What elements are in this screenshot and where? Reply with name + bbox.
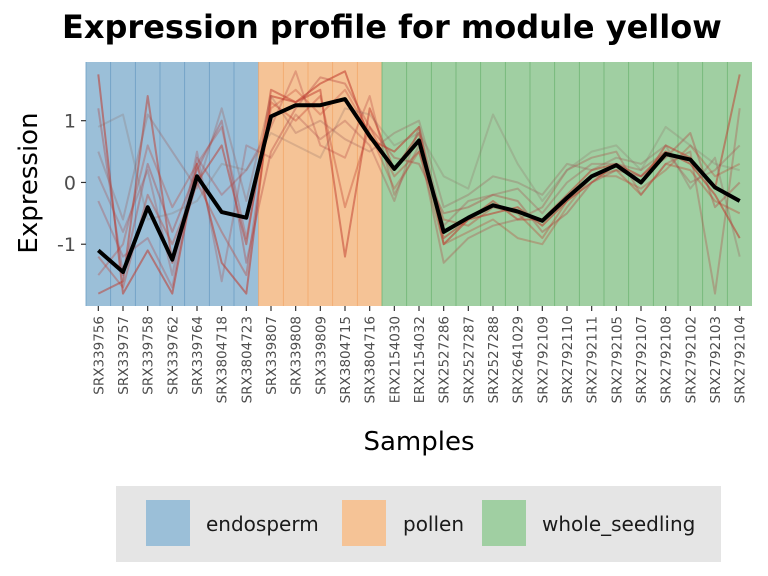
series-line-gene [97, 88, 741, 276]
x-tick-label: SRX3804723 [239, 316, 255, 403]
x-tick-label: ERX2154030 [387, 316, 403, 403]
legend-swatch-pollen [342, 500, 386, 546]
x-tick-label: SRX339807 [264, 316, 280, 395]
x-tick-label: SRX2792105 [609, 316, 625, 403]
x-tick-label: SRX2792107 [634, 316, 650, 403]
chart-title: Expression profile for module yellow [62, 8, 722, 46]
x-tick-label: SRX2792111 [585, 316, 601, 403]
x-tick-label: SRX2527286 [437, 316, 453, 403]
y-tick-label: 1 [64, 111, 76, 133]
x-tick-label: SRX3804716 [363, 316, 379, 403]
y-axis-title: Expression [14, 112, 44, 253]
x-tick-label: SRX2527288 [486, 316, 502, 403]
expression-chart: -1 0 1 SRX339756 SRX339757 SRX339758 SRX339762… [14, 62, 752, 457]
x-tick-label: SRX339764 [190, 316, 206, 395]
x-tick-label: SRX2641029 [511, 316, 527, 403]
x-tick-label: SRX3804715 [338, 316, 354, 403]
x-tick-label: SRX2527287 [461, 316, 477, 403]
x-tick-label: SRX2792102 [683, 316, 699, 403]
x-tick-label: ERX2154032 [412, 316, 428, 403]
legend-label-endosperm: endosperm [206, 512, 319, 536]
x-tick-label: SRX339809 [313, 316, 329, 395]
legend-swatch-endosperm [146, 500, 190, 546]
x-tick-label: SRX3804718 [215, 316, 231, 403]
y-tick-label: -1 [57, 234, 76, 256]
series-line-gene [97, 95, 741, 289]
legend-swatch-whole-seedling [482, 500, 526, 546]
legend: endosperm pollen whole_seedling [116, 486, 721, 562]
x-tick-label: SRX2792108 [659, 316, 675, 403]
series-line-mean [96, 97, 741, 274]
series-line-gene [97, 95, 741, 257]
x-tick-label: SRX2792109 [535, 316, 551, 403]
x-tick-label: SRX2792110 [560, 316, 576, 403]
series-line-gene [97, 76, 741, 277]
x-tick-label: SRX339762 [165, 316, 181, 395]
series-line-gene [97, 70, 741, 295]
y-tick-label: 0 [64, 172, 76, 194]
band-pollen [258, 62, 382, 306]
legend-label-whole-seedling: whole_seedling [542, 512, 696, 536]
x-axis-title: Samples [363, 427, 474, 457]
x-tick-label: SRX2792104 [733, 316, 749, 403]
x-tick-label: SRX339757 [116, 316, 132, 395]
legend-label-pollen: pollen [403, 512, 465, 536]
x-tick-label: SRX339808 [289, 316, 305, 395]
x-tick-label: SRX2792103 [708, 316, 724, 403]
band-whole-seedling [382, 62, 752, 306]
series-line-gene [97, 113, 741, 283]
x-tick-label: SRX339758 [141, 316, 157, 395]
x-tick-label: SRX339756 [91, 316, 107, 395]
